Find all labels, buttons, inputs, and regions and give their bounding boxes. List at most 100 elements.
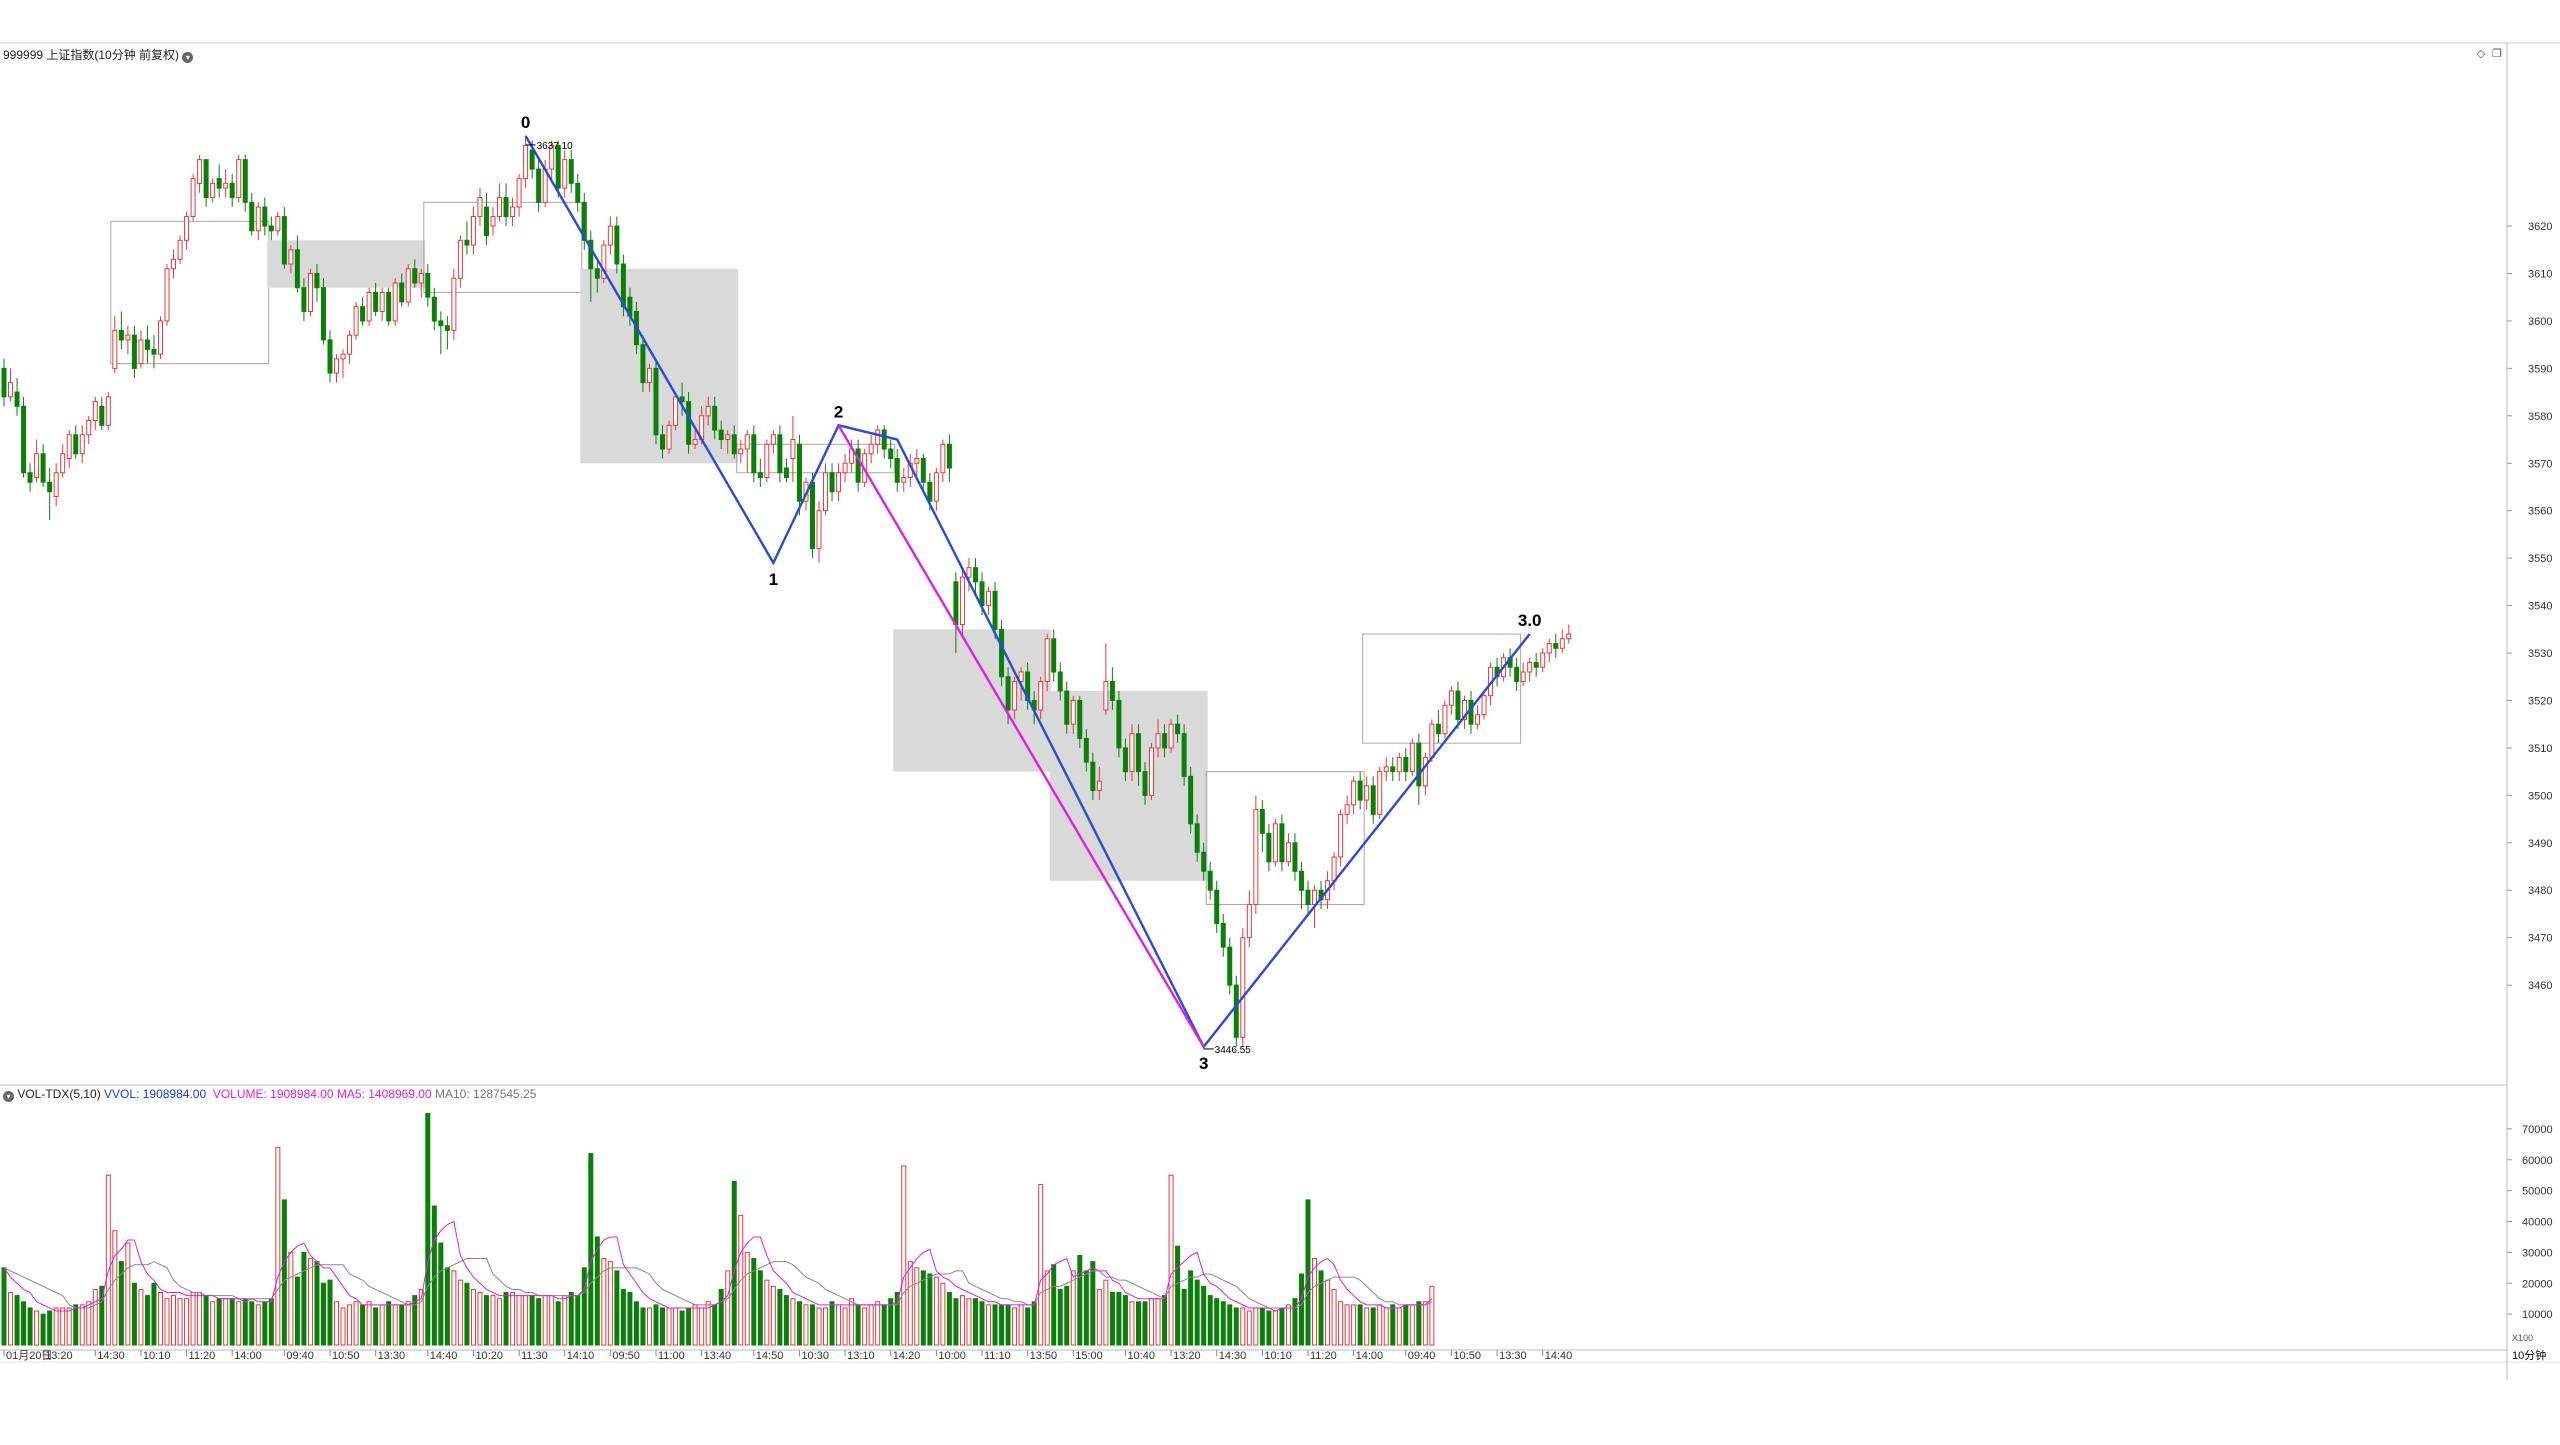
wave-line-blue: [524, 135, 1531, 1050]
candle-up: [1272, 823, 1278, 863]
candle-up: [177, 239, 183, 260]
volume-tick-label: 40000: [2522, 1217, 2553, 1229]
volume-bar-up: [1325, 1279, 1331, 1346]
volume-bar-down: [1025, 1307, 1031, 1346]
volume-bar-up: [666, 1307, 672, 1346]
volume-bar-up: [340, 1307, 346, 1346]
candle-up: [1253, 809, 1259, 905]
volume-bar-down: [627, 1292, 633, 1346]
candle-up: [477, 197, 483, 218]
candle-down: [1083, 737, 1089, 763]
volume-bar-up: [347, 1304, 353, 1346]
candle-up: [1396, 756, 1402, 773]
volume-tick-label: 70000: [2522, 1124, 2553, 1136]
volume-bar-up: [1246, 1310, 1252, 1346]
candle-down: [881, 429, 887, 450]
volume-bar-up: [836, 1304, 842, 1346]
time-tick-label: 09:40: [286, 1350, 314, 1362]
price-tick-label: 3480: [2528, 885, 2552, 897]
volume-bar-down: [438, 1242, 444, 1346]
volume-bar-up: [1351, 1304, 1357, 1346]
volume-bar-down: [99, 1285, 105, 1346]
time-tick-label: 10:00: [938, 1350, 966, 1362]
menu-icon[interactable]: ▾: [182, 52, 194, 63]
volume-ma5-line: [3, 1220, 1433, 1312]
candle-down: [1135, 733, 1141, 773]
volume-bar-up: [105, 1174, 111, 1346]
volume-bar-up: [842, 1307, 848, 1346]
candle-down: [438, 320, 444, 327]
candle-down: [992, 590, 998, 630]
volume-bar-up: [177, 1298, 183, 1346]
volume-bar-down: [21, 1301, 27, 1346]
volume-bar-up: [516, 1295, 522, 1346]
volume-bar-down: [581, 1267, 587, 1346]
diamond-icon[interactable]: ◇: [2476, 48, 2486, 60]
volume-bar-up: [510, 1292, 516, 1346]
candle-down: [757, 472, 763, 478]
volume-bar-down: [216, 1298, 222, 1346]
candle-up: [1285, 842, 1291, 863]
candle-up: [1012, 680, 1018, 711]
volume-bar-down: [1162, 1295, 1168, 1346]
candle-up: [347, 334, 353, 355]
candle-up: [523, 144, 529, 180]
volume-bar-up: [607, 1261, 613, 1346]
wave-label: 3: [1199, 1054, 1208, 1073]
volume-bar-down: [1175, 1245, 1181, 1346]
candle-up: [692, 439, 698, 445]
time-tick-label: 13:20: [45, 1350, 73, 1362]
volume-tick-label: 60000: [2522, 1155, 2553, 1167]
candle-up: [490, 216, 496, 227]
price-tick-label: 3530: [2528, 648, 2552, 660]
volume-bar-down: [444, 1267, 450, 1346]
restore-window-icon[interactable]: ❐: [2492, 48, 2502, 60]
candle-up: [1461, 699, 1467, 720]
candle-up: [1044, 638, 1050, 682]
volume-bar-up: [1012, 1307, 1018, 1346]
candle-up: [79, 434, 85, 455]
candle-down: [783, 467, 789, 478]
candle-down: [894, 458, 900, 483]
volume-bar-down: [1416, 1301, 1422, 1346]
candle-up: [334, 358, 340, 374]
volume-bar-up: [823, 1307, 829, 1346]
candle-up: [933, 472, 939, 502]
volume-bar-down: [731, 1180, 737, 1346]
candle-up: [157, 320, 163, 355]
candle-up: [1096, 780, 1102, 792]
time-tick-label: 14:00: [234, 1350, 262, 1362]
volume-tick-label: 50000: [2522, 1186, 2553, 1198]
volume-bar-down: [1057, 1288, 1063, 1346]
time-tick-label: 11:00: [658, 1350, 685, 1362]
candle-down: [131, 334, 137, 369]
candle-up: [510, 206, 516, 218]
price-tick-label: 3610: [2528, 268, 2552, 280]
candle-up: [60, 453, 66, 474]
candle-down: [1468, 699, 1474, 725]
volume-value: VOLUME: 1908984.00: [212, 1087, 334, 1101]
time-tick-label: 14:20: [893, 1350, 921, 1362]
volume-bar-up: [255, 1304, 261, 1346]
candle-up: [1481, 695, 1487, 716]
candle-up: [790, 439, 796, 460]
candle-down: [47, 481, 53, 493]
volume-bar-up: [1253, 1307, 1259, 1346]
volume-bar-down: [1266, 1310, 1272, 1346]
volume-bar-down: [483, 1295, 489, 1346]
price-tick-label: 3620: [2528, 221, 2552, 233]
time-tick-label: 13:20: [1173, 1350, 1201, 1362]
volume-bar-down: [1090, 1261, 1096, 1346]
volume-bar-down: [1142, 1301, 1148, 1346]
vol-menu-icon[interactable]: ▾: [3, 1091, 14, 1102]
price-tick-label: 3590: [2528, 363, 2552, 375]
candle-up: [418, 272, 424, 284]
volume-bar-up: [275, 1146, 281, 1346]
vol-indicator-name: VOL-TDX(5,10): [17, 1087, 101, 1101]
candle-down: [1162, 733, 1168, 749]
candle-up: [457, 239, 463, 279]
time-tick-label: 10:30: [801, 1350, 829, 1362]
volume-bar-down: [1298, 1273, 1304, 1346]
candle-up: [816, 510, 822, 550]
